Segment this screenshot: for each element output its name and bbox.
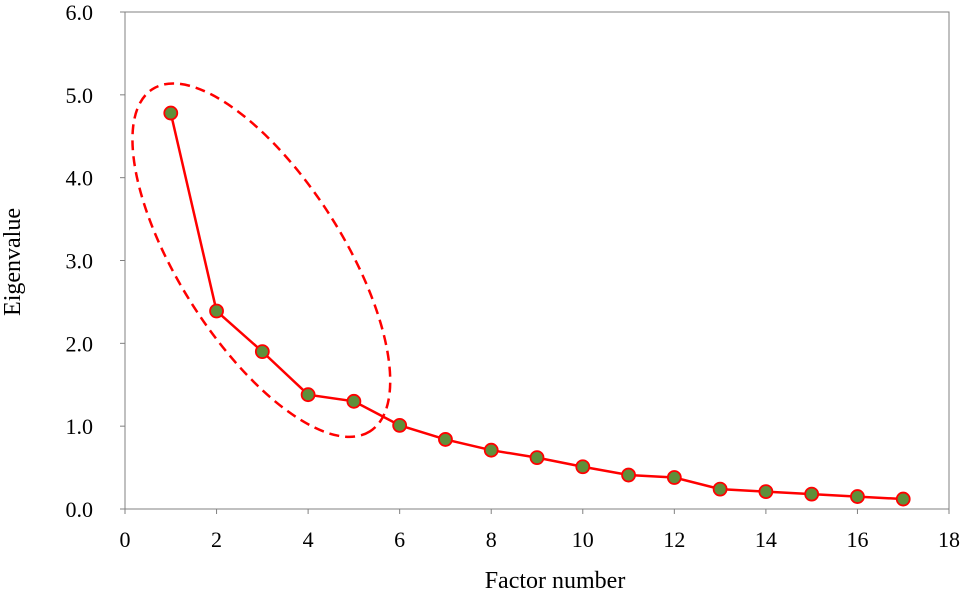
- data-point: [254, 344, 270, 360]
- y-tick-label: 2.0: [66, 331, 94, 356]
- x-axis-title: Factor number: [485, 568, 626, 594]
- x-tick-label: 12: [663, 527, 685, 552]
- y-tick-label: 3.0: [66, 249, 94, 274]
- data-point: [895, 491, 911, 507]
- data-point: [438, 432, 453, 447]
- data-point: [392, 417, 408, 433]
- x-tick-label: 16: [846, 527, 868, 552]
- x-tick-label: 14: [755, 527, 777, 552]
- data-point: [804, 486, 820, 502]
- data-point: [209, 303, 224, 319]
- series-line: [169, 112, 904, 501]
- x-tick-label: 10: [572, 527, 594, 552]
- data-point: [712, 481, 728, 497]
- x-tick-label: 4: [303, 527, 314, 552]
- data-point: [483, 442, 499, 458]
- plot-area-frame: [124, 11, 950, 510]
- data-point: [666, 470, 682, 485]
- data-point: [621, 467, 636, 483]
- data-point: [758, 484, 774, 500]
- x-tick-label: 6: [394, 527, 405, 552]
- y-tick-label: 0.0: [66, 497, 94, 522]
- y-tick-label: 4.0: [66, 166, 94, 191]
- data-point: [300, 387, 316, 403]
- y-axis-title: Eigenvalue: [0, 208, 26, 316]
- y-tick-label: 5.0: [66, 83, 94, 108]
- data-point: [850, 489, 865, 504]
- y-tick-label: 1.0: [66, 414, 94, 439]
- highlight-ellipse: [131, 82, 392, 439]
- x-tick-label: 18: [938, 527, 960, 552]
- y-tick-label: 6.0: [66, 0, 94, 25]
- data-point: [346, 393, 362, 409]
- x-tick-label: 2: [211, 527, 222, 552]
- data-point: [575, 459, 591, 475]
- data-point: [163, 105, 179, 121]
- data-point: [529, 450, 545, 466]
- x-tick-label: 8: [486, 527, 497, 552]
- x-tick-label: 0: [120, 527, 131, 552]
